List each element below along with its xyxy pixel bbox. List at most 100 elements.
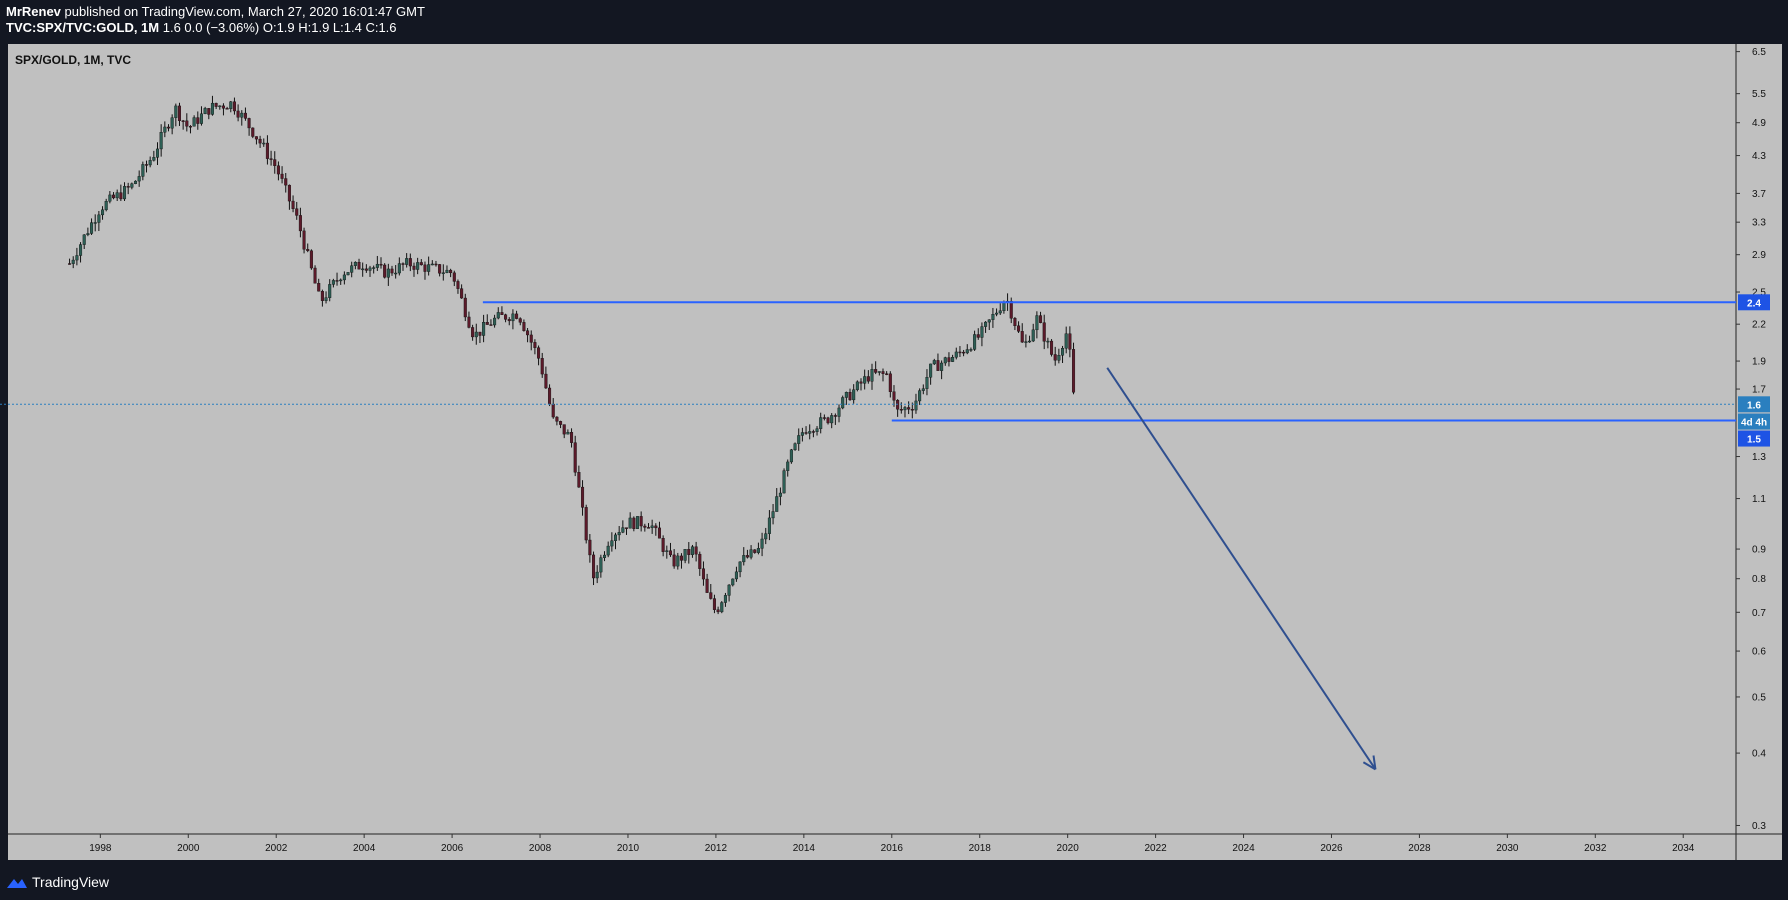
candle-body — [650, 525, 654, 528]
candle-body — [313, 267, 317, 284]
x-tick-label: 2004 — [353, 843, 376, 854]
y-tick-label: 0.8 — [1752, 574, 1766, 585]
candle-body — [822, 417, 826, 419]
candle-body — [562, 424, 566, 435]
candle-body — [515, 313, 519, 319]
candle-body — [976, 334, 980, 338]
candle-body — [298, 215, 302, 232]
candle-body — [339, 279, 343, 282]
candle-body — [936, 360, 940, 371]
candle-body — [188, 126, 192, 128]
candle-body — [364, 268, 368, 271]
candle-body — [112, 194, 116, 199]
candle-body — [79, 244, 83, 256]
candle-body — [786, 461, 790, 471]
candle-body — [1039, 315, 1043, 323]
candle-body — [199, 113, 203, 124]
candle-body — [731, 578, 735, 586]
candle-body — [474, 331, 478, 338]
last-price-label: 1.6 — [1747, 400, 1761, 411]
candle-body — [874, 369, 878, 373]
resistance-label-bg — [1738, 294, 1770, 311]
candle-body — [815, 428, 819, 432]
candle-body — [306, 249, 310, 251]
candle-body — [1046, 340, 1050, 343]
candle-body — [357, 261, 361, 270]
candle-body — [734, 571, 738, 580]
candle-body — [943, 357, 947, 364]
candle-body — [617, 532, 621, 536]
candle-body — [742, 555, 746, 563]
candle-body — [1053, 354, 1057, 361]
candle-body — [844, 392, 848, 398]
candle-body — [606, 545, 610, 556]
candle-body — [954, 351, 958, 358]
candle-body — [265, 142, 269, 159]
quote-line: TVC:SPX/TVC:GOLD, 1M 1.6 0.0 (−3.06%) O:… — [6, 20, 1706, 36]
y-tick-label: 1.9 — [1752, 357, 1766, 368]
candle-body — [269, 158, 273, 160]
candle-body — [566, 431, 570, 435]
y-tick-label: 5.5 — [1752, 89, 1766, 100]
candle-body — [907, 407, 911, 410]
candle-body — [760, 538, 764, 549]
trend-arrow-line[interactable] — [1106, 367, 1377, 770]
candle-body — [940, 362, 944, 371]
candle-body — [93, 222, 97, 224]
candle-body — [613, 534, 618, 541]
candle-body — [958, 351, 962, 354]
candle-body — [126, 186, 130, 188]
candle-body — [885, 373, 889, 375]
candle-body — [441, 272, 445, 274]
candle-body — [859, 381, 863, 384]
candle-body — [687, 549, 691, 555]
candle-body — [350, 265, 354, 273]
candle-body — [592, 554, 596, 579]
footer-brand[interactable]: TradingView — [32, 874, 110, 890]
candle-body — [753, 549, 757, 553]
candle-body — [434, 263, 438, 266]
candle-body — [1009, 300, 1013, 319]
candle-body — [577, 472, 581, 488]
chart-title: SPX/GOLD, 1M, TVC — [15, 53, 131, 67]
candle-body — [489, 324, 493, 326]
candle-body — [738, 561, 742, 573]
candle-body — [478, 331, 482, 336]
candle-body — [789, 449, 793, 463]
candle-body — [624, 527, 629, 529]
candle-body — [548, 387, 552, 405]
candle-body — [877, 371, 881, 373]
candle-body — [273, 159, 277, 166]
candle-body — [276, 165, 280, 175]
candle-body — [709, 592, 713, 599]
candle-body — [991, 314, 995, 320]
candle-body — [368, 267, 372, 271]
candle-body — [995, 312, 999, 315]
candle-body — [899, 409, 903, 411]
candle-body — [243, 112, 247, 119]
candle-body — [676, 555, 680, 567]
candle-body — [581, 486, 585, 508]
candle-body — [951, 357, 955, 362]
candle-body — [335, 280, 339, 282]
candle-body — [712, 598, 716, 610]
candle-body — [390, 268, 394, 274]
candle-body — [559, 421, 563, 425]
candle-body — [767, 517, 771, 534]
candle-body — [159, 132, 163, 150]
candle-body — [1061, 348, 1065, 356]
candle-body — [97, 214, 101, 223]
x-tick-label: 1998 — [89, 843, 112, 854]
candle-body — [192, 117, 196, 127]
candle-body — [130, 183, 134, 188]
chart-pane[interactable] — [8, 44, 1736, 834]
candle-body — [386, 268, 390, 278]
time-axis[interactable] — [8, 834, 1782, 860]
y-tick-label: 2.9 — [1752, 250, 1766, 261]
quote-values: 1.6 0.0 (−3.06%) O:1.9 H:1.9 L:1.4 C:1.6 — [162, 20, 397, 35]
candle-body — [603, 554, 607, 558]
author-name[interactable]: MrRenev — [6, 4, 61, 19]
candle-body — [830, 415, 834, 424]
candle-body — [947, 357, 951, 362]
